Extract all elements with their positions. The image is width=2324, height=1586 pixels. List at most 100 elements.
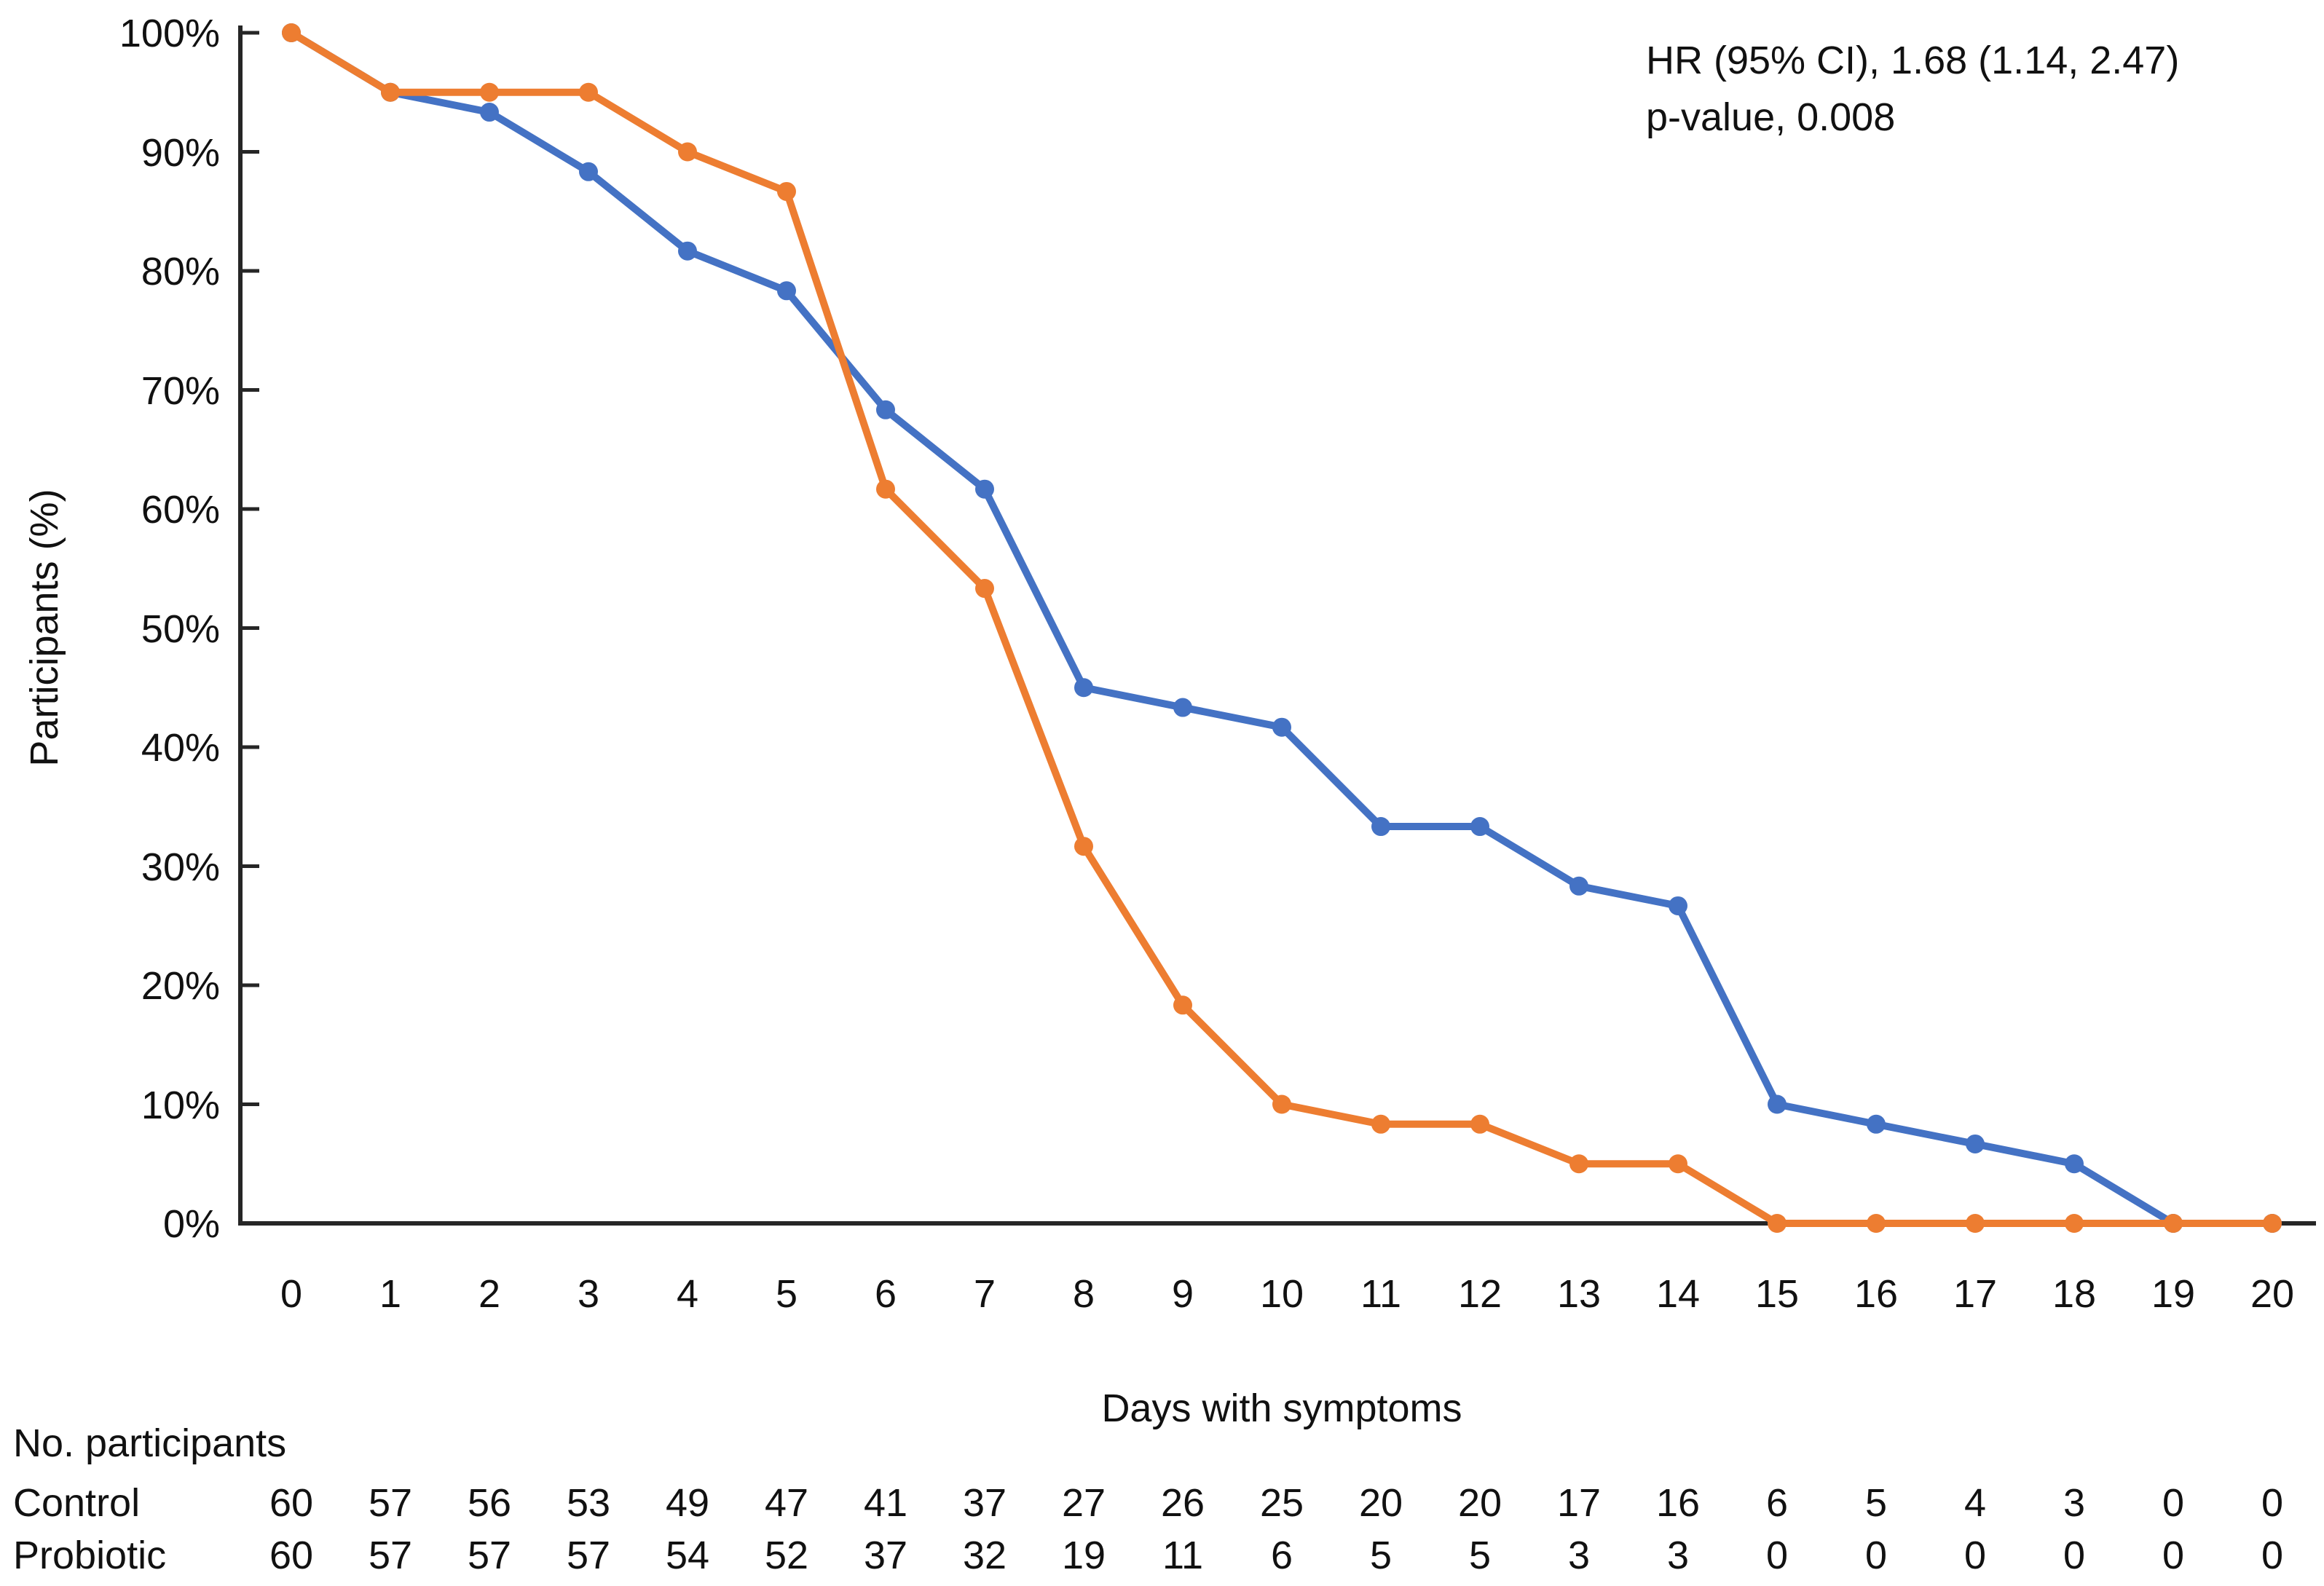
control-data-point — [1074, 678, 1093, 698]
risk-count-cell: 57 — [467, 1534, 512, 1577]
control-data-point — [1966, 1134, 1985, 1153]
x-axis-title: Days with symptoms — [1101, 1386, 1462, 1430]
probiotic-data-point — [1470, 1114, 1489, 1134]
risk-count-cell: 41 — [863, 1481, 908, 1525]
y-tick-label: 90% — [141, 130, 220, 175]
risk-count-cell: 6 — [1765, 1481, 1789, 1525]
x-tick-label: 2 — [478, 1272, 501, 1316]
probiotic-data-point — [678, 142, 697, 162]
control-data-point — [1470, 817, 1489, 837]
control-data-point — [1272, 717, 1291, 737]
x-tick-label: 5 — [775, 1272, 798, 1316]
probiotic-data-point — [1966, 1214, 1985, 1233]
risk-count-cell: 0 — [1765, 1534, 1789, 1577]
risk-table-header: No. participants — [13, 1421, 287, 1465]
y-tick-label: 80% — [141, 250, 220, 293]
x-tick-label: 11 — [1360, 1272, 1402, 1316]
x-tick-label: 9 — [1171, 1272, 1194, 1316]
probiotic-data-point — [876, 479, 895, 499]
risk-count-cell: 57 — [566, 1534, 611, 1577]
control-data-point — [1867, 1114, 1886, 1134]
risk-count-cell: 11 — [1162, 1534, 1204, 1577]
control-data-point — [1569, 876, 1588, 896]
x-tick-label: 18 — [2052, 1272, 2097, 1316]
risk-count-cell: 0 — [2162, 1481, 2185, 1525]
risk-count-cell: 37 — [962, 1481, 1007, 1525]
control-data-point — [678, 241, 697, 261]
probiotic-data-point — [777, 181, 796, 201]
x-tick-label: 6 — [874, 1272, 897, 1316]
x-tick-label: 7 — [973, 1272, 996, 1316]
control-data-point — [1768, 1094, 1787, 1114]
risk-count-cell: 5 — [1369, 1534, 1393, 1577]
probiotic-data-point — [1669, 1154, 1687, 1174]
control-series-line — [288, 29, 2276, 1227]
y-tick-label: 100% — [119, 12, 220, 55]
risk-count-cell: 57 — [368, 1481, 413, 1525]
x-tick-label: 3 — [577, 1272, 600, 1316]
probiotic-data-point — [282, 23, 301, 42]
risk-count-cell: 20 — [1358, 1481, 1403, 1525]
control-data-point — [579, 162, 598, 181]
probiotic-data-point — [480, 82, 499, 102]
risk-count-cell: 0 — [2261, 1481, 2284, 1525]
x-tick-label: 20 — [2250, 1272, 2295, 1316]
risk-row-label: Control — [13, 1481, 141, 1525]
risk-count-cell: 53 — [566, 1481, 611, 1525]
probiotic-data-point — [1173, 995, 1192, 1015]
risk-count-cell: 5 — [1468, 1534, 1492, 1577]
risk-count-cell: 6 — [1270, 1534, 1293, 1577]
y-tick-label: 20% — [141, 964, 220, 1008]
y-tick-label: 50% — [141, 607, 220, 651]
risk-count-cell: 0 — [1963, 1534, 1987, 1577]
x-tick-label: 14 — [1655, 1272, 1701, 1316]
risk-count-cell: 56 — [467, 1481, 512, 1525]
probiotic-data-point — [381, 82, 400, 102]
risk-count-cell: 25 — [1259, 1481, 1304, 1525]
probiotic-data-point — [975, 579, 994, 599]
probiotic-series-line — [288, 29, 2276, 1227]
control-data-point — [1173, 698, 1192, 717]
x-tick-label: 8 — [1072, 1272, 1095, 1316]
x-tick-label: 0 — [280, 1272, 303, 1316]
x-tick-label: 4 — [676, 1272, 699, 1316]
risk-count-cell: 26 — [1160, 1481, 1205, 1525]
x-tick-label: 1 — [379, 1272, 402, 1316]
y-tick-label: 60% — [141, 488, 220, 532]
y-tick-label: 10% — [141, 1083, 220, 1127]
probiotic-data-point — [1867, 1214, 1886, 1233]
hazard-ratio-text: HR (95% CI), 1.68 (1.14, 2.47) — [1646, 39, 2180, 82]
risk-count-cell: 5 — [1864, 1481, 1888, 1525]
p-value-text: p-value, 0.008 — [1646, 95, 1896, 139]
control-data-point — [480, 103, 499, 122]
probiotic-data-point — [579, 82, 598, 102]
probiotic-data-point — [2164, 1214, 2183, 1233]
risk-count-cell: 17 — [1556, 1481, 1602, 1525]
risk-count-cell: 0 — [2063, 1534, 2086, 1577]
x-tick-label: 10 — [1259, 1272, 1304, 1316]
risk-count-cell: 47 — [764, 1481, 809, 1525]
risk-row-label: Probiotic — [13, 1534, 167, 1577]
control-data-point — [876, 400, 895, 419]
x-tick-label: 19 — [2151, 1272, 2196, 1316]
risk-count-cell: 60 — [269, 1534, 314, 1577]
risk-count-cell: 27 — [1061, 1481, 1106, 1525]
x-tick-label: 12 — [1457, 1272, 1502, 1316]
risk-count-cell: 20 — [1457, 1481, 1502, 1525]
risk-count-cell: 16 — [1655, 1481, 1701, 1525]
x-tick-label: 15 — [1754, 1272, 1800, 1316]
probiotic-data-point — [2263, 1214, 2282, 1233]
risk-count-cell: 57 — [368, 1534, 413, 1577]
control-data-point — [777, 281, 796, 301]
control-data-point — [1371, 817, 1390, 837]
risk-count-cell: 52 — [764, 1534, 809, 1577]
risk-count-cell: 19 — [1061, 1534, 1106, 1577]
risk-count-cell: 32 — [962, 1534, 1007, 1577]
risk-count-cell: 3 — [1666, 1534, 1690, 1577]
risk-count-cell: 54 — [665, 1534, 710, 1577]
probiotic-data-point — [2065, 1214, 2084, 1233]
y-tick-label: 0% — [162, 1202, 220, 1246]
probiotic-data-point — [1074, 837, 1093, 856]
